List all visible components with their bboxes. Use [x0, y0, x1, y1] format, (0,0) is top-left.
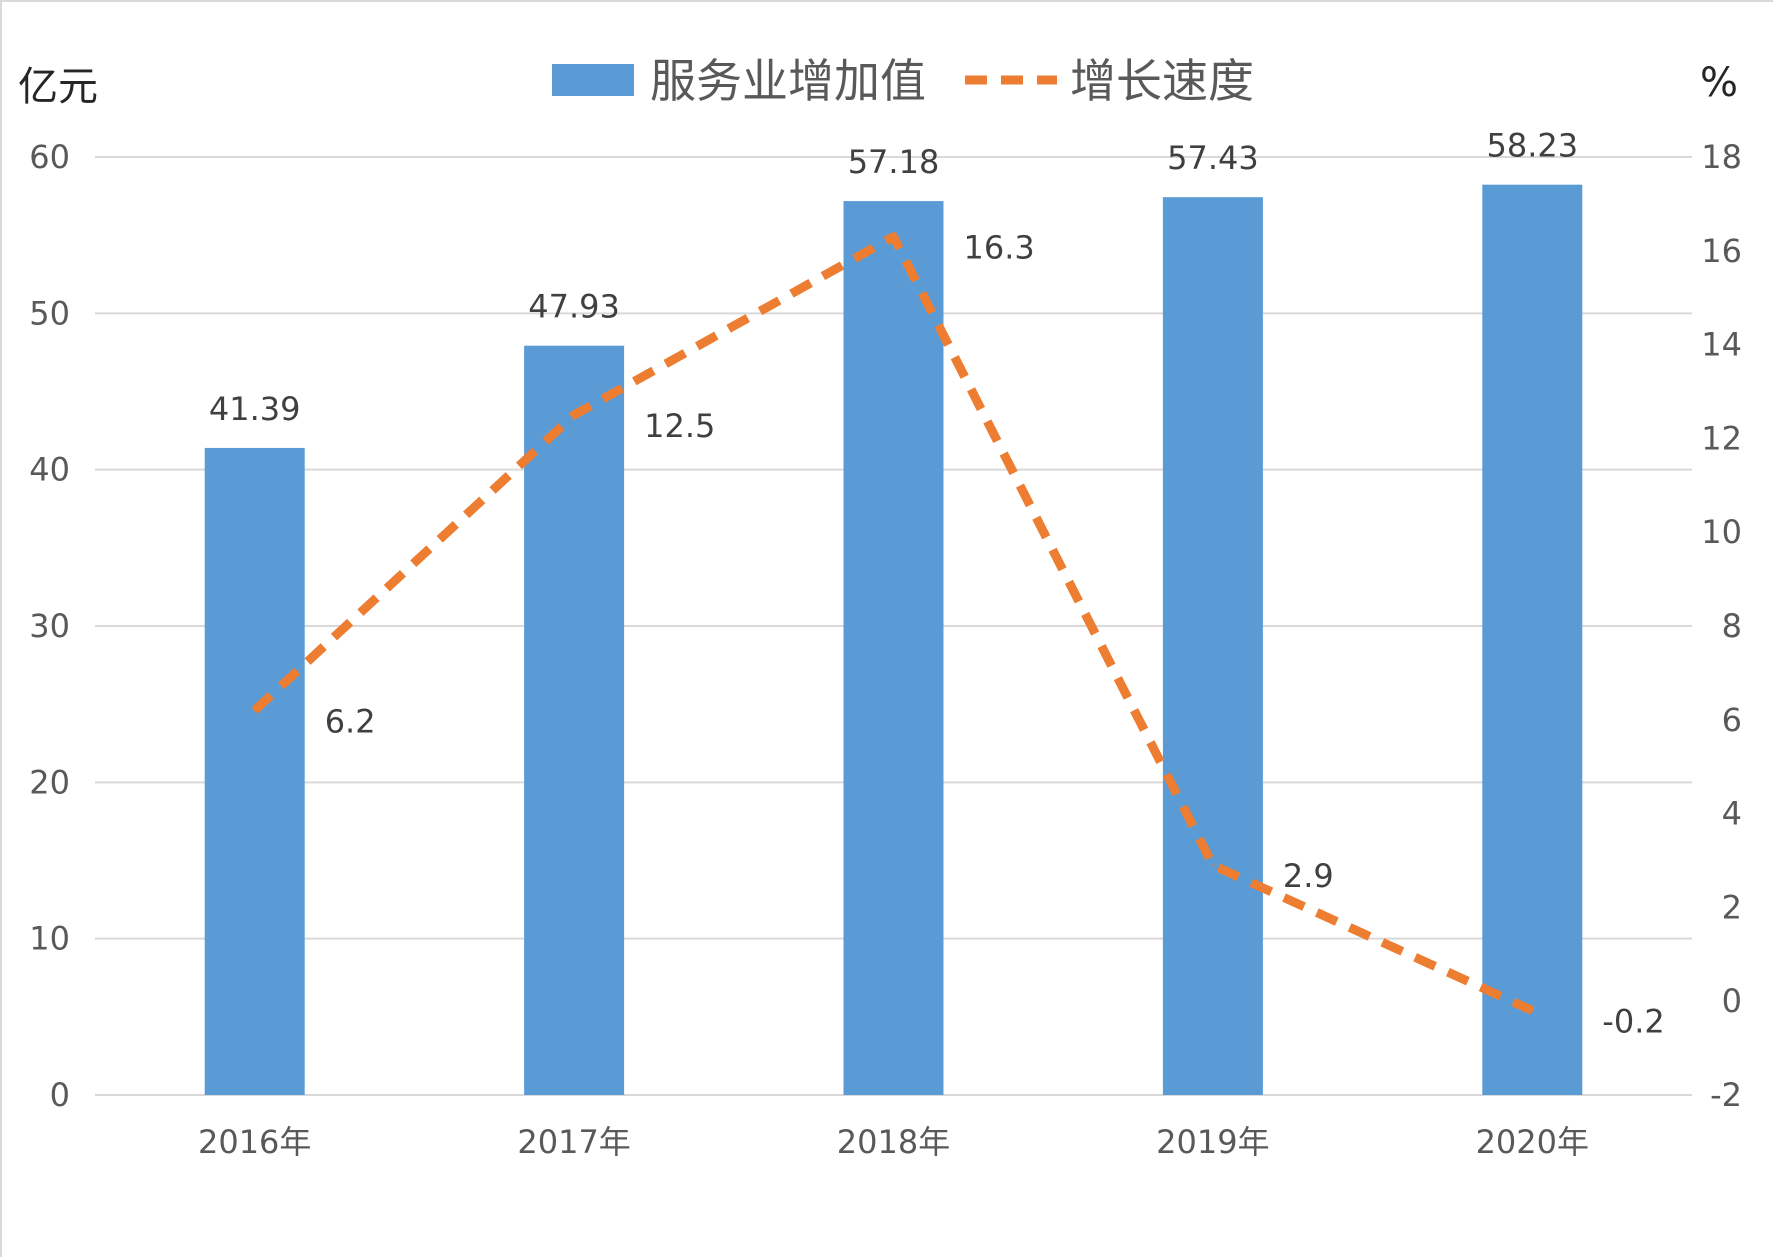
y-right-tick-label: -2 — [1710, 1076, 1742, 1114]
growth-rate-point — [1211, 864, 1214, 867]
growth-rate-label: 16.3 — [964, 229, 1035, 267]
y-right-unit: % — [1700, 60, 1738, 106]
y-left-tick-label: 30 — [29, 607, 70, 645]
y-right-tick-label: 16 — [1701, 232, 1742, 270]
bar-value-label: 57.43 — [1167, 139, 1259, 177]
legend-label-line: 增长速度 — [1070, 54, 1254, 108]
y-right-tick-label: 0 — [1722, 982, 1742, 1020]
y-right-tick-label: 2 — [1722, 888, 1742, 926]
bar — [1482, 184, 1583, 1095]
growth-rate-point — [573, 413, 576, 416]
bar — [204, 447, 305, 1095]
y-left-tick-label: 10 — [29, 920, 70, 958]
y-right-tick-label: 18 — [1701, 138, 1742, 176]
growth-rate-label: 6.2 — [325, 702, 376, 740]
x-tick-label: 2017年 — [517, 1123, 630, 1161]
legend-label-bar: 服务业增加值 — [650, 54, 926, 108]
bar-value-label: 58.23 — [1486, 127, 1578, 165]
bar-value-label: 57.18 — [848, 143, 940, 181]
x-tick-label: 2020年 — [1476, 1123, 1589, 1161]
y-left-tick-label: 0 — [50, 1076, 70, 1114]
y-left-tick-label: 40 — [29, 451, 70, 489]
growth-rate-point — [253, 709, 256, 712]
x-tick-label: 2016年 — [198, 1123, 311, 1161]
growth-rate-label: 12.5 — [644, 407, 715, 445]
y-right-tick-label: 12 — [1701, 419, 1742, 457]
x-tick-label: 2018年 — [837, 1123, 950, 1161]
bar — [1162, 197, 1263, 1095]
y-right-tick-label: 8 — [1722, 607, 1742, 645]
bar — [843, 201, 944, 1095]
growth-rate-point — [892, 235, 895, 238]
y-left-tick-label: 20 — [29, 763, 70, 801]
y-left-tick-label: 60 — [29, 138, 70, 176]
growth-rate-label: 2.9 — [1283, 857, 1334, 895]
y-right-tick-label: 6 — [1722, 701, 1742, 739]
y-left-tick-label: 50 — [29, 294, 70, 332]
bar-value-label: 47.93 — [528, 288, 620, 326]
y-right-tick-label: 14 — [1701, 326, 1742, 364]
bar — [524, 345, 625, 1095]
y-right-tick-label: 4 — [1722, 795, 1742, 833]
x-tick-label: 2019年 — [1156, 1123, 1269, 1161]
y-left-unit: 亿元 — [18, 64, 98, 110]
y-right-tick-label: 10 — [1701, 513, 1742, 551]
growth-rate-label: -0.2 — [1602, 1003, 1664, 1041]
growth-rate-point — [1531, 1009, 1534, 1012]
legend-swatch-bar — [552, 64, 634, 96]
bar-value-label: 41.39 — [209, 390, 301, 428]
